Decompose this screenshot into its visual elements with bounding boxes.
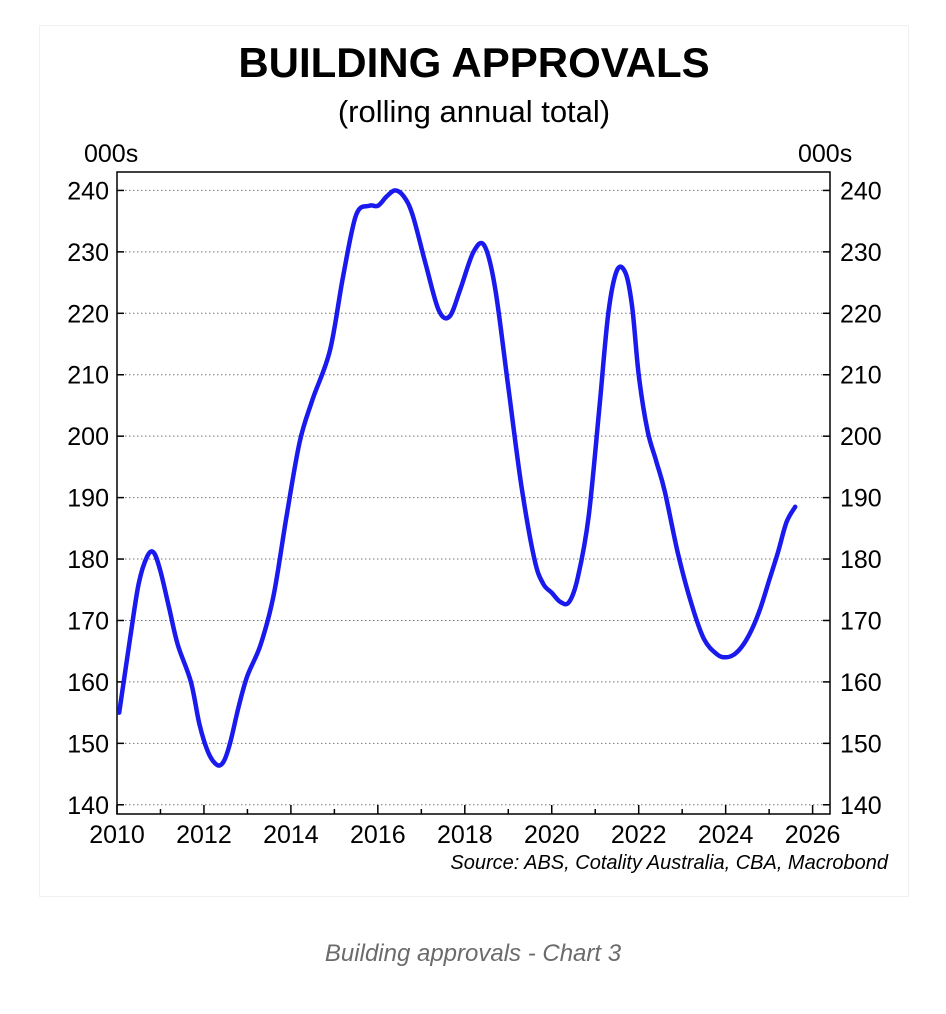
- y-tick-label-left: 160: [67, 669, 109, 697]
- y-tick-label-right: 210: [840, 362, 882, 390]
- x-tick-label: 2012: [176, 821, 232, 849]
- chart-title: BUILDING APPROVALS: [238, 39, 710, 86]
- x-tick-label: 2024: [698, 821, 754, 849]
- y-tick-label-right: 240: [840, 177, 882, 205]
- x-tick-label: 2014: [263, 821, 319, 849]
- y-tick-label-right: 180: [840, 546, 882, 574]
- plot-frame: [116, 171, 831, 815]
- y-axis-unit-right: 000s: [798, 140, 853, 168]
- y-tick-label-left: 180: [67, 546, 109, 574]
- y-tick-label-left: 190: [67, 485, 109, 513]
- chart-subtitle: (rolling annual total): [337, 94, 611, 129]
- y-tick-label-left: 150: [67, 730, 109, 758]
- y-tick-label-right: 150: [840, 730, 882, 758]
- y-tick-label-right: 220: [840, 300, 882, 328]
- y-tick-label-left: 140: [67, 792, 109, 820]
- x-tick-label: 2022: [611, 821, 667, 849]
- y-tick-label-right: 190: [840, 485, 882, 513]
- series-line-building-approvals: [116, 188, 798, 768]
- y-tick-label-left: 220: [67, 300, 109, 328]
- x-tick-label: 2018: [437, 821, 493, 849]
- y-tick-label-left: 200: [67, 423, 109, 451]
- y-tick-label-right: 200: [840, 423, 882, 451]
- chart-source: Source: ABS, Cotality Australia, CBA, Ma…: [450, 852, 888, 874]
- figure-caption: Building approvals - Chart 3: [324, 940, 622, 967]
- x-tick-label: 2010: [89, 821, 145, 849]
- y-tick-label-left: 170: [67, 607, 109, 635]
- y-tick-label-right: 160: [840, 669, 882, 697]
- y-tick-label-right: 170: [840, 607, 882, 635]
- y-tick-label-left: 210: [67, 362, 109, 390]
- y-tick-label-left: 230: [67, 239, 109, 267]
- y-tick-label-right: 230: [840, 239, 882, 267]
- x-tick-label: 2016: [350, 821, 406, 849]
- x-tick-label: 2026: [785, 821, 841, 849]
- y-tick-label-left: 240: [67, 177, 109, 205]
- x-tick-label: 2020: [524, 821, 580, 849]
- y-axis-unit-left: 000s: [84, 140, 139, 168]
- y-tick-label-right: 140: [840, 792, 882, 820]
- chart-card: [40, 26, 908, 896]
